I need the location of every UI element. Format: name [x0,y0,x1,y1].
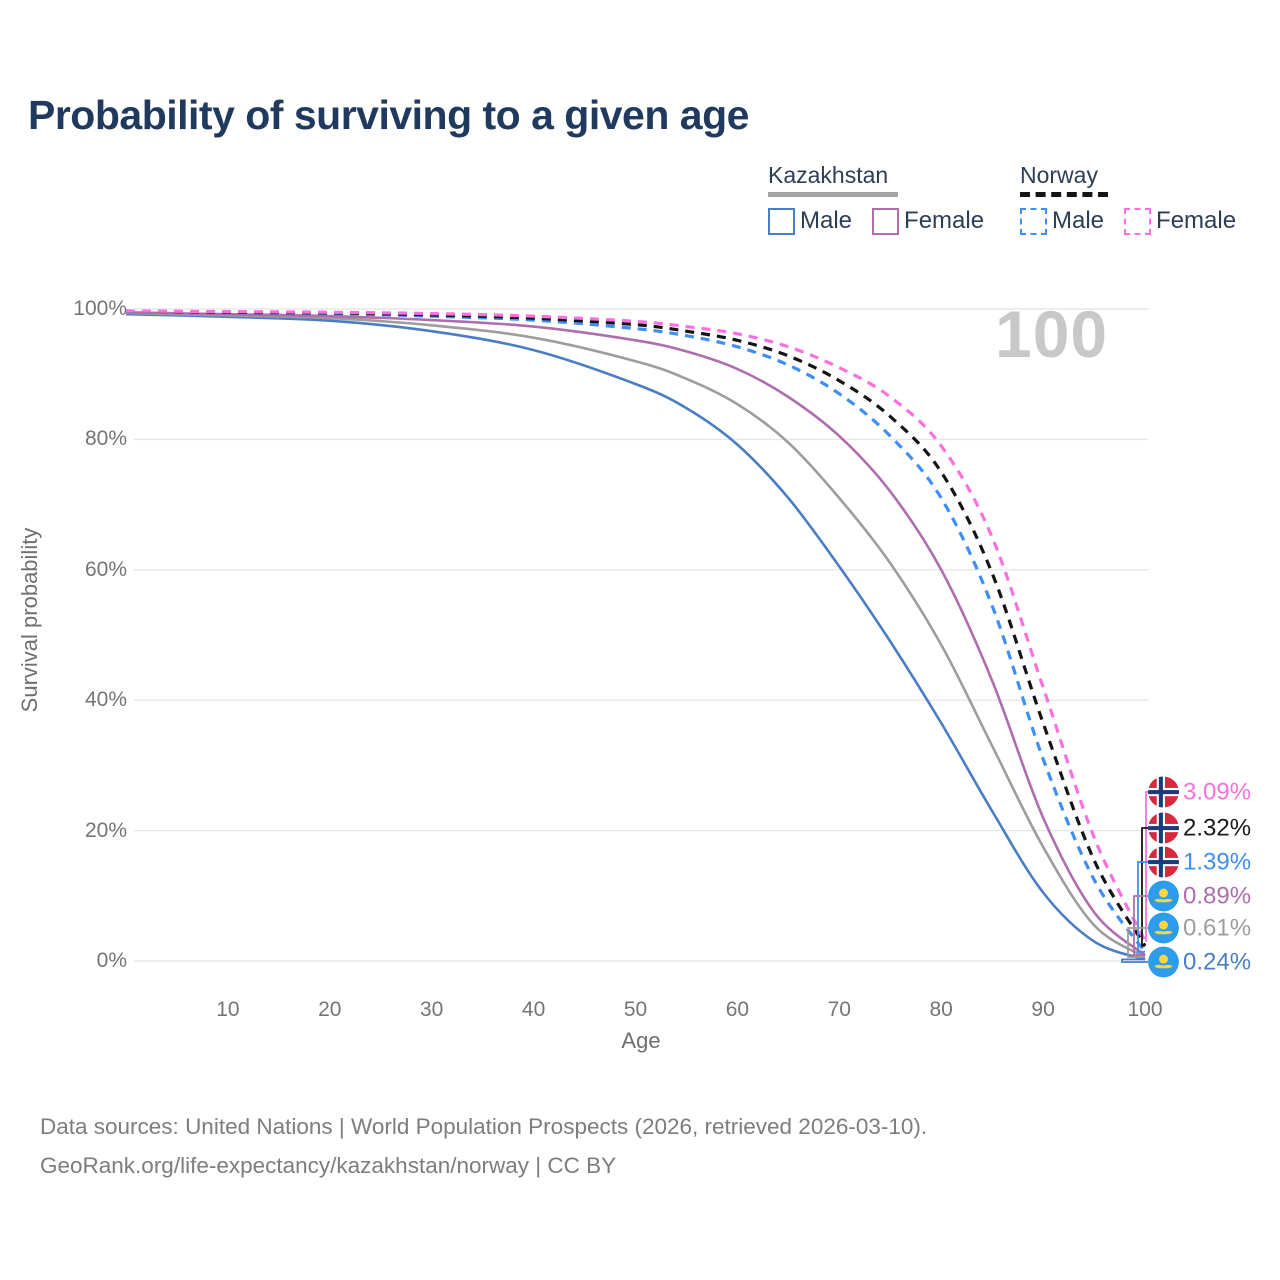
legend-swatch-norway-male [1020,207,1047,235]
legend-header-norway: Norway [1020,162,1108,197]
end-label-connector-norway-female [1145,791,1148,942]
x-tick-40: 40 [521,998,546,1021]
page-title: Probability of surviving to a given age [28,92,749,138]
y-tick-80%: 80% [84,427,127,451]
end-label-kazakhstan-all: 0.61% [1148,912,1252,944]
legend-item-norway-male[interactable]: Male [1020,207,1104,235]
y-axis-title: Survival probability [17,527,42,713]
x-tick-60: 60 [725,998,750,1021]
legend-label: Male [800,207,853,234]
end-label-kazakhstan-female: 0.89% [1148,880,1252,912]
legend-header-kazakhstan: Kazakhstan [768,162,898,197]
legend-items-kazakhstan: Male Female [768,207,984,235]
curve-norway-female [125,309,1147,942]
legend-group-kazakhstan: Kazakhstan Male Female [768,162,984,235]
y-tick-20%: 20% [84,818,127,842]
x-axis-title: Age [621,1028,661,1053]
x-tick-100: 100 [1127,998,1163,1021]
norway-flag-icon [1148,846,1179,878]
end-label-connector-kazakhstan-male [1121,958,1148,963]
x-tick-80: 80 [929,998,953,1021]
footer-attribution: GeoRank.org/life-expectancy/kazakhstan/n… [40,1152,617,1178]
legend-swatch-kazakhstan-female [872,207,900,235]
end-value-norway-male: 1.39% [1183,848,1252,875]
legend-label: Male [1052,207,1105,234]
y-tick-60%: 60% [84,557,127,581]
end-value-norway-female: 3.09% [1183,778,1252,805]
end-label-connector-norway-all [1141,827,1148,947]
curve-kazakhstan-all [125,311,1146,959]
end-label-connector-kazakhstan-female [1133,895,1148,957]
end-value-kazakhstan-all: 0.61% [1183,914,1252,941]
footer-data-sources: Data sources: United Nations | World Pop… [40,1114,928,1139]
legend-label: Female [904,207,985,234]
curve-kazakhstan-male [125,312,1146,961]
end-label-norway-female: 3.09% [1148,776,1252,808]
x-tick-30: 30 [420,998,444,1021]
end-value-kazakhstan-male: 0.24% [1183,948,1252,975]
end-label-norway-all: 2.32% [1148,812,1252,844]
legend-swatch-kazakhstan-male [768,207,795,235]
x-tick-70: 70 [827,998,851,1021]
x-tick-20: 20 [318,998,342,1021]
footer: Data sources: United Nations | World Pop… [40,1108,927,1185]
kazakhstan-flag-icon [1148,880,1179,912]
legend-item-norway-female[interactable]: Female [1124,207,1236,235]
y-tick-0%: 0% [96,949,127,972]
curve-kazakhstan-female [125,311,1146,957]
x-tick-50: 50 [623,998,648,1021]
legend-item-kazakhstan-male[interactable]: Male [768,207,852,235]
legend-group-norway: Norway Male Female [1020,162,1236,235]
end-label-kazakhstan-male: 0.24% [1148,946,1252,978]
y-tick-100%: 100% [73,297,127,320]
x-tick-10: 10 [216,998,240,1021]
kazakhstan-flag-icon [1148,946,1179,978]
legend-label: Female [1156,207,1237,234]
end-label-connector-kazakhstan-all [1127,927,1148,958]
norway-flag-icon [1148,812,1179,844]
kazakhstan-flag-icon [1148,912,1179,944]
end-label-norway-male: 1.39% [1148,846,1252,878]
end-label-connector-norway-male [1137,861,1148,953]
curve-norway-male [125,310,1147,953]
legend-items-norway: Male Female [1020,207,1236,235]
end-value-norway-all: 2.32% [1183,814,1252,841]
legend-item-kazakhstan-female[interactable]: Female [872,207,984,235]
curve-norway-all [125,309,1147,947]
norway-flag-icon [1148,776,1179,808]
y-tick-40%: 40% [84,688,127,712]
end-value-kazakhstan-female: 0.89% [1183,882,1252,909]
x-tick-90: 90 [1031,998,1055,1021]
legend-swatch-norway-female [1124,207,1152,235]
